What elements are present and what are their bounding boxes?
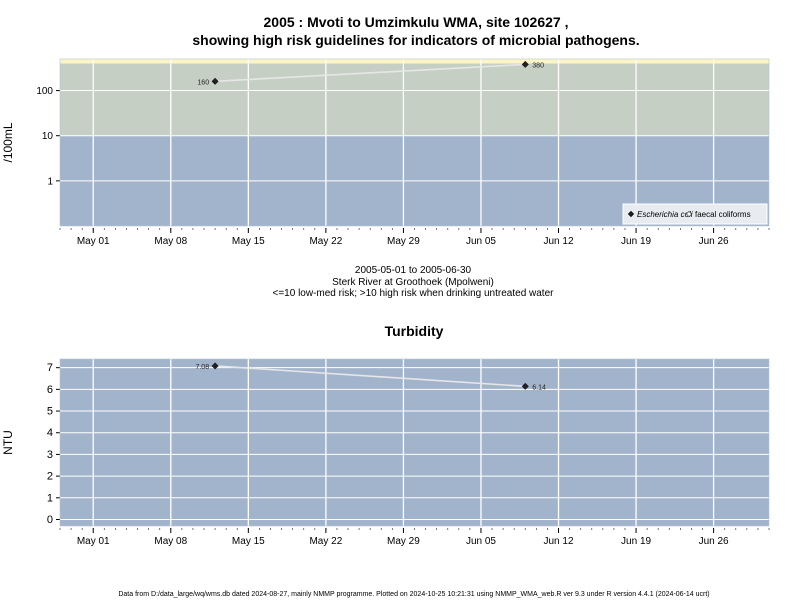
y-axis-label: /100mL — [1, 122, 15, 162]
chart-title-line2: showing high risk guidelines for indicat… — [192, 32, 639, 48]
y-tick-label-2: 2 — [47, 471, 53, 483]
caption-risk-guideline: <=10 low-med risk; >10 high risk when dr… — [273, 288, 555, 299]
x-tick-label-jun-05: Jun 05 — [466, 536, 496, 547]
series-line-turbidity — [215, 365, 526, 388]
legend-marker-faecal-coliforms — [685, 210, 693, 218]
data-point — [211, 362, 219, 370]
data-label: 7.08 — [195, 364, 209, 371]
data-point — [521, 382, 529, 390]
y-tick-label-100: 100 — [36, 86, 53, 97]
data-point — [521, 60, 529, 68]
microbial-panel: 1 10 100 May 01 May 08 May 15 May 22 May 29 Jun … — [1, 58, 770, 247]
plot-background — [60, 359, 769, 526]
x-tick-label-jun-12: Jun 12 — [544, 536, 574, 547]
x-tick-label-may-22: May 22 — [309, 536, 342, 547]
x-tick-label-jun-19: Jun 19 — [621, 236, 651, 247]
x-tick-label-may-08: May 08 — [154, 536, 187, 547]
series-line-escherichia-coli — [215, 63, 526, 83]
data-label: 6.14 — [532, 384, 546, 391]
footer-note: Data from D:/data_large/wq/wms.db dated … — [118, 591, 709, 598]
legend-box — [622, 203, 768, 225]
caption-date-range: 2005-05-01 to 2005-06-30 — [355, 265, 472, 276]
y-axis-label: NTU — [1, 430, 15, 455]
data-point — [211, 77, 219, 85]
x-tick-label-may-29: May 29 — [387, 236, 420, 247]
y-tick-label-5: 5 — [47, 406, 53, 418]
x-tick-label-jun-12: Jun 12 — [544, 236, 574, 247]
x-tick-label-jun-26: Jun 26 — [699, 236, 729, 247]
x-tick-label-jun-19: Jun 19 — [621, 536, 651, 547]
x-tick-label-may-08: May 08 — [154, 236, 187, 247]
y-tick-label-4: 4 — [47, 427, 53, 439]
y-tick-label-6: 6 — [47, 384, 53, 396]
turbidity-panel: 0 1 2 3 4 5 6 7 May 01 May 08 May 15 May 22 May 29 Ju… — [1, 358, 770, 547]
risk-band-very-high — [60, 59, 769, 64]
y-tick-label-1: 1 — [47, 176, 53, 187]
x-tick-label-may-22: May 22 — [309, 236, 342, 247]
x-tick-label-may-15: May 15 — [232, 236, 265, 247]
caption-site-name: Sterk River at Groothoek (Mpolweni) — [332, 277, 494, 288]
x-tick-label-jun-05: Jun 05 — [466, 236, 496, 247]
legend-label-escherichia-coli: Escherichia coli — [637, 210, 693, 219]
y-tick-label-10: 10 — [42, 131, 54, 142]
y-tick-label-3: 3 — [47, 449, 53, 461]
legend-label-faecal-coliforms: faecal coliforms — [695, 210, 751, 219]
x-tick-label-jun-26: Jun 26 — [699, 536, 729, 547]
risk-band-high — [60, 63, 769, 136]
plot-frame — [59, 358, 770, 527]
turbidity-title: Turbidity — [385, 323, 444, 339]
x-tick-label-may-29: May 29 — [387, 536, 420, 547]
data-label: 160 — [197, 79, 209, 86]
x-tick-label-may-01: May 01 — [77, 536, 110, 547]
y-tick-label-0: 0 — [47, 514, 53, 526]
x-tick-label-may-01: May 01 — [77, 236, 110, 247]
y-tick-label-1: 1 — [47, 492, 53, 504]
chart-title-line1: 2005 : Mvoti to Umzimkulu WMA, site 1026… — [264, 14, 569, 30]
y-tick-label-7: 7 — [47, 362, 53, 374]
plot-frame — [59, 58, 770, 227]
data-label: 380 — [532, 62, 544, 69]
x-tick-label-may-15: May 15 — [232, 536, 265, 547]
legend-marker-escherichia-coli — [627, 210, 635, 218]
